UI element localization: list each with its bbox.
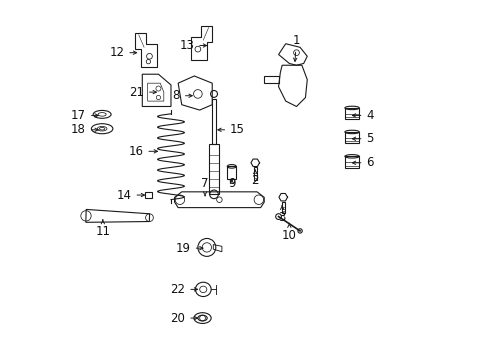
Text: 9: 9: [228, 177, 235, 190]
Bar: [344, 156, 359, 168]
Text: 14: 14: [116, 189, 144, 202]
Bar: [281, 202, 284, 213]
Text: 13: 13: [179, 39, 206, 52]
Text: 2: 2: [251, 170, 259, 186]
Text: 3: 3: [278, 206, 285, 224]
Text: 16: 16: [128, 145, 157, 158]
Bar: [211, 99, 216, 144]
Text: 17: 17: [71, 109, 98, 122]
Text: 12: 12: [109, 46, 136, 59]
Text: 11: 11: [95, 220, 110, 238]
Text: 10: 10: [281, 224, 296, 242]
Text: 18: 18: [71, 123, 98, 136]
Text: 22: 22: [170, 283, 197, 296]
Bar: [344, 132, 359, 143]
Text: 8: 8: [172, 89, 192, 102]
Text: 21: 21: [129, 86, 156, 99]
Bar: [145, 192, 151, 198]
Text: 4: 4: [352, 109, 373, 122]
Text: 15: 15: [218, 123, 244, 136]
Text: 5: 5: [352, 132, 373, 145]
Text: 19: 19: [175, 242, 203, 255]
Text: 6: 6: [352, 156, 373, 169]
Text: 1: 1: [292, 33, 300, 62]
Text: 20: 20: [170, 311, 197, 325]
Bar: [208, 144, 219, 194]
Bar: [344, 108, 359, 120]
Bar: [227, 166, 236, 179]
Text: 7: 7: [201, 177, 208, 196]
Bar: [253, 167, 256, 180]
